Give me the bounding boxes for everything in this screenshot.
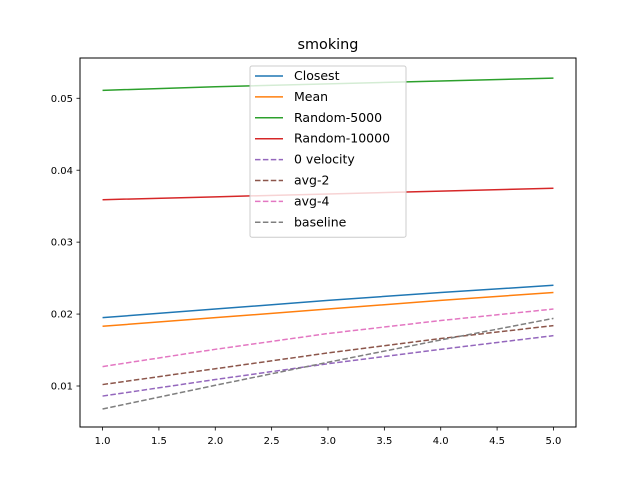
x-tick-label: 1.5: [151, 436, 167, 447]
y-tick-label: 0.05: [51, 94, 73, 105]
series-line-mean: [102, 291, 554, 328]
legend-label: baseline: [294, 214, 347, 229]
y-tick-label: 0.04: [51, 166, 73, 177]
x-tick-label: 3.0: [320, 436, 336, 447]
x-tick-label: 4.5: [489, 436, 505, 447]
x-tick-label: 1.0: [95, 436, 111, 447]
legend-label: Random-5000: [294, 110, 382, 125]
legend: Closest Mean Random-5000 Random-10000 0 velo…: [249, 65, 407, 238]
series-line-avg-2: [102, 324, 554, 386]
series-line-avg-4: [102, 308, 554, 368]
legend-label: Closest: [294, 68, 340, 83]
legend-label: avg-4: [294, 193, 330, 208]
legend-label: avg-2: [294, 173, 329, 188]
y-axis: 0.01 0.02 0.03 0.04 0.05: [51, 94, 80, 393]
x-tick-label: 2.5: [264, 436, 280, 447]
x-axis: 1.0 1.5 2.0 2.5 3.0 3.5 4.0 4.5 5.0: [95, 427, 562, 447]
y-tick-label: 0.01: [51, 382, 73, 393]
x-tick-label: 4.0: [433, 436, 449, 447]
series-line-0-velocity: [102, 334, 554, 397]
legend-label: Random-10000: [294, 131, 390, 146]
y-tick-label: 0.03: [51, 238, 73, 249]
x-tick-label: 5.0: [546, 436, 562, 447]
x-tick-label: 2.0: [207, 436, 223, 447]
chart-title: smoking: [298, 37, 359, 53]
legend-box: [249, 65, 407, 238]
y-tick-label: 0.02: [51, 310, 73, 321]
series-line-closest: [102, 284, 554, 319]
series-line-baseline: [102, 317, 554, 410]
x-tick-label: 3.5: [376, 436, 392, 447]
legend-label: 0 velocity: [294, 152, 355, 167]
legend-label: Mean: [294, 89, 328, 104]
